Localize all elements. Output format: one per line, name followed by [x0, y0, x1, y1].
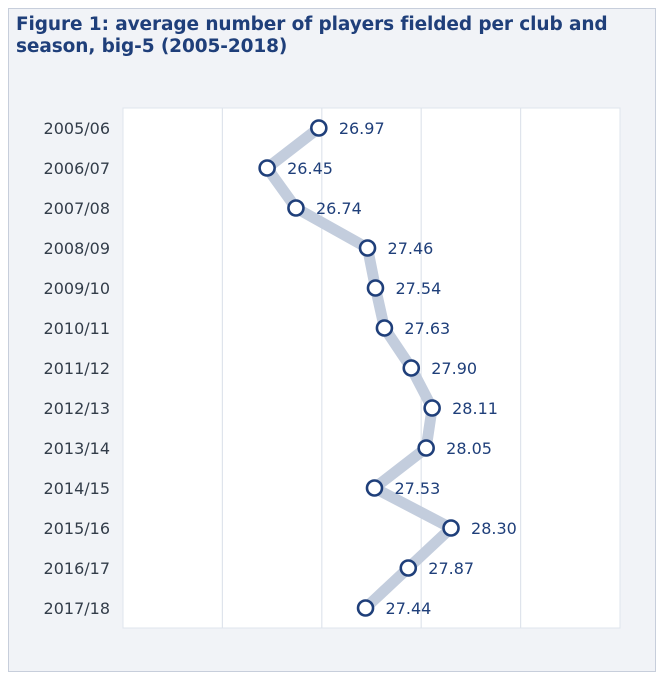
category-labels: 2005/06 2006/07 2007/08 2008/09 2009/10 2010/…: [44, 119, 110, 618]
data-point: [423, 399, 441, 417]
data-label: 27.87: [428, 559, 474, 578]
data-point: [417, 439, 435, 457]
data-label: 27.46: [388, 239, 434, 258]
data-markers: [258, 119, 460, 617]
data-point: [310, 119, 328, 137]
data-label: 28.11: [452, 399, 498, 418]
category-label: 2007/08: [44, 199, 110, 218]
grid-lines: [221, 108, 522, 628]
category-label: 2008/09: [44, 239, 110, 258]
data-labels: 26.97 26.45 26.74 27.46 27.54 27.63 27.90 28.11…: [287, 119, 517, 618]
category-label: 2015/16: [44, 519, 110, 538]
data-label: 26.45: [287, 159, 333, 178]
category-label: 2014/15: [44, 479, 110, 498]
data-point: [442, 519, 460, 537]
data-label: 26.74: [316, 199, 362, 218]
data-point: [287, 199, 305, 217]
data-label: 27.53: [394, 479, 440, 498]
data-label: 27.54: [395, 279, 441, 298]
figure-title: Figure 1: average number of players fiel…: [16, 14, 608, 57]
data-point: [356, 599, 375, 617]
data-point: [365, 479, 384, 497]
category-label: 2010/11: [44, 319, 110, 338]
data-point: [402, 359, 421, 377]
data-label: 26.97: [339, 119, 385, 138]
data-label: 28.05: [446, 439, 492, 458]
data-point: [375, 319, 394, 337]
category-label: 2017/18: [44, 599, 110, 618]
data-label: 27.44: [386, 599, 432, 618]
data-point: [258, 159, 276, 177]
category-label: 2012/13: [44, 399, 110, 418]
category-label: 2013/14: [44, 439, 110, 458]
data-point: [399, 559, 418, 577]
data-label: 28.30: [471, 519, 517, 538]
data-label: 27.90: [431, 359, 477, 378]
category-label: 2009/10: [44, 279, 110, 298]
plot-area: [122, 107, 621, 629]
category-label: 2006/07: [44, 159, 110, 178]
category-label: 2016/17: [44, 559, 110, 578]
data-point: [366, 279, 385, 297]
category-label: 2005/06: [44, 119, 110, 138]
data-label: 27.63: [404, 319, 450, 338]
data-point: [358, 239, 377, 257]
category-label: 2011/12: [44, 359, 110, 378]
